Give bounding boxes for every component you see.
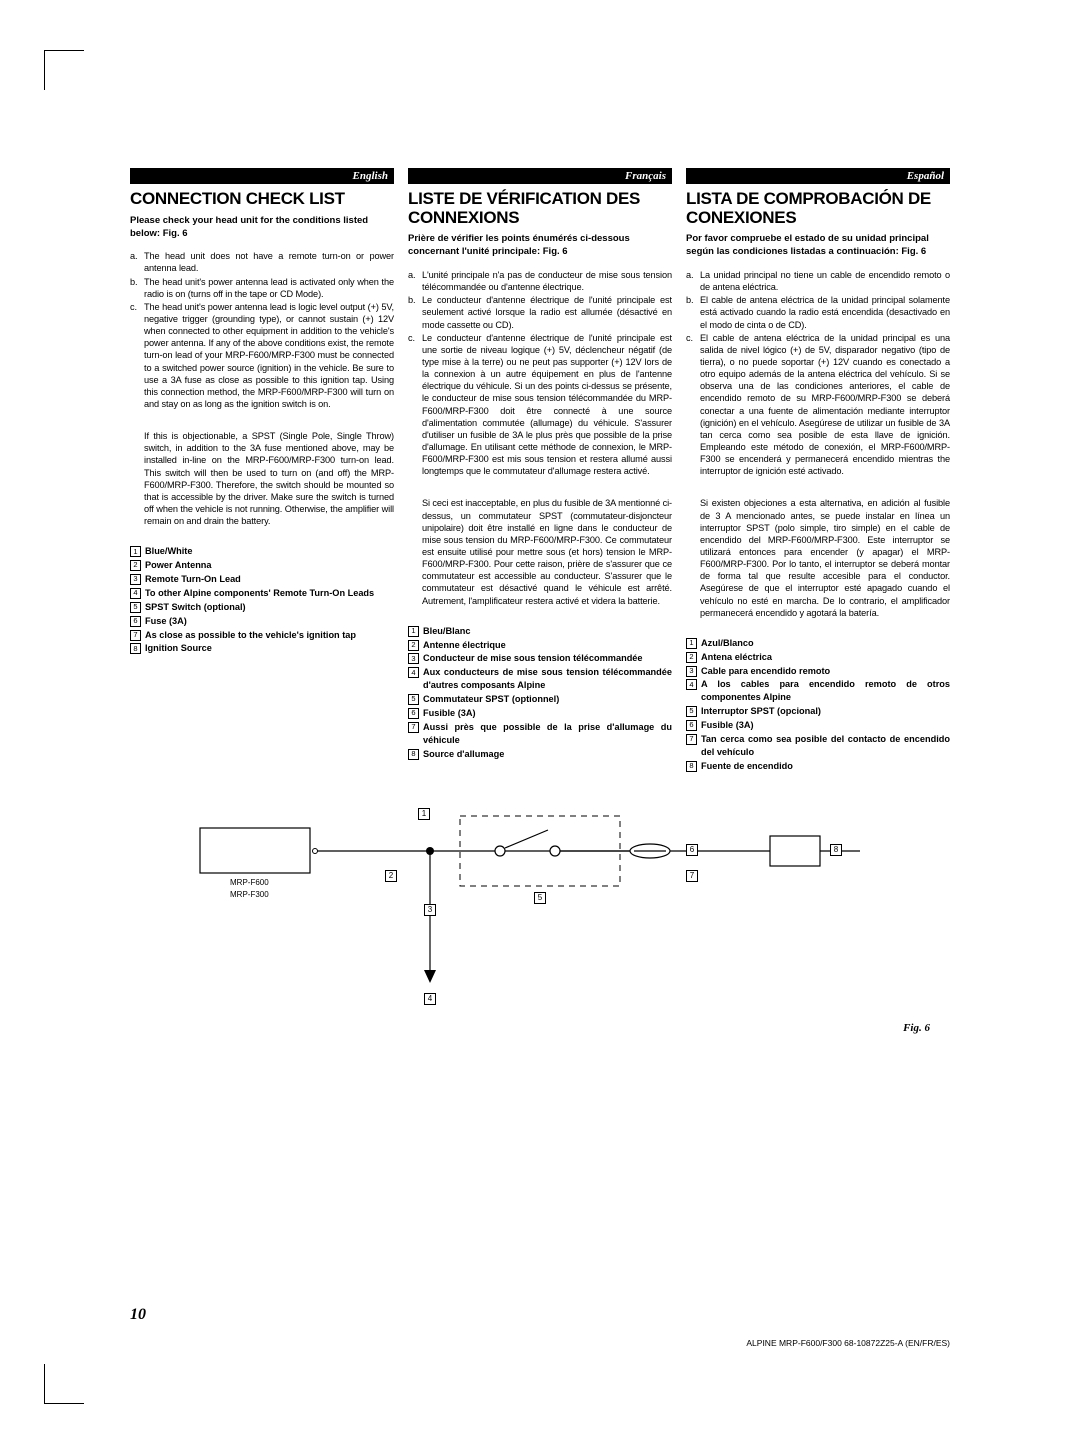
en-item-a: The head unit does not have a remote tur… bbox=[144, 250, 394, 274]
subtitle-fr: Prière de vérifier les points énumérés c… bbox=[408, 233, 672, 259]
fr-leg-4: Aux conducteurs de mise sous tension tél… bbox=[423, 666, 672, 692]
footer-text: ALPINE MRP-F600/F300 68-10872Z25-A (EN/F… bbox=[746, 1338, 950, 1348]
es-leg-1: Azul/Blanco bbox=[701, 637, 950, 650]
para-en: If this is objectionable, a SPST (Single… bbox=[144, 430, 394, 527]
fr-leg-6: Fusible (3A) bbox=[423, 707, 672, 720]
es-item-a: La unidad principal no tiene un cable de… bbox=[700, 269, 950, 293]
fr-leg-2: Antenne électrique bbox=[423, 639, 672, 652]
title-en: CONNECTION CHECK LIST bbox=[130, 190, 394, 209]
column-english: English CONNECTION CHECK LIST Please che… bbox=[130, 168, 394, 774]
en-item-b: The head unit's power antenna lead is ac… bbox=[144, 276, 394, 300]
en-leg-6: Fuse (3A) bbox=[145, 615, 394, 628]
crop-mark-tl bbox=[44, 50, 84, 90]
page-content: English CONNECTION CHECK LIST Please che… bbox=[130, 168, 950, 1038]
lang-bar-es: Español bbox=[686, 168, 950, 184]
es-leg-5: Interruptor SPST (opcional) bbox=[701, 705, 950, 718]
fr-leg-7: Aussi près que possible de la prise d'al… bbox=[423, 721, 672, 747]
wiring-diagram: 1 2 3 4 5 6 7 8 MRP-F600 MRP-F300 Fig. 6 bbox=[130, 798, 950, 1038]
callout-8: 8 bbox=[830, 844, 842, 856]
es-leg-7: Tan cerca como sea posible del contacto … bbox=[701, 733, 950, 759]
column-spanish: Español LISTA DE COMPROBACIÓN DE CONEXIO… bbox=[686, 168, 950, 774]
figure-caption: Fig. 6 bbox=[903, 1022, 930, 1034]
callout-5: 5 bbox=[534, 892, 546, 904]
title-es: LISTA DE COMPROBACIÓN DE CONEXIONES bbox=[686, 190, 950, 227]
subtitle-es: Por favor compruebe el estado de su unid… bbox=[686, 233, 950, 259]
callout-7: 7 bbox=[686, 870, 698, 882]
es-leg-3: Cable para encendido remoto bbox=[701, 665, 950, 678]
legend-en: 1Blue/White 2Power Antenna 3Remote Turn-… bbox=[130, 545, 394, 655]
es-leg-8: Fuente de encendido bbox=[701, 760, 950, 773]
lang-bar-fr: Français bbox=[408, 168, 672, 184]
es-item-b: El cable de antena eléctrica de la unida… bbox=[700, 294, 950, 330]
en-leg-5: SPST Switch (optional) bbox=[145, 601, 394, 614]
fr-leg-8: Source d'allumage bbox=[423, 748, 672, 761]
fr-leg-5: Commutateur SPST (optionnel) bbox=[423, 693, 672, 706]
callout-4: 4 bbox=[424, 993, 436, 1005]
legend-fr: 1Bleu/Blanc 2Antenne électrique 3Conduct… bbox=[408, 625, 672, 761]
en-leg-7: As close as possible to the vehicle's ig… bbox=[145, 629, 394, 642]
para-fr: Si ceci est inacceptable, en plus du fus… bbox=[422, 497, 672, 606]
fr-item-a: L'unité principale n'a pas de conducteur… bbox=[422, 269, 672, 293]
callout-1: 1 bbox=[418, 808, 430, 820]
diagram-svg bbox=[130, 798, 950, 1038]
es-leg-4: A los cables para encendido remoto de ot… bbox=[701, 678, 950, 704]
en-leg-8: Ignition Source bbox=[145, 642, 394, 655]
es-leg-6: Fusible (3A) bbox=[701, 719, 950, 732]
en-leg-2: Power Antenna bbox=[145, 559, 394, 572]
columns: English CONNECTION CHECK LIST Please che… bbox=[130, 168, 950, 774]
list-en: a.The head unit does not have a remote t… bbox=[130, 250, 394, 410]
en-leg-4: To other Alpine components' Remote Turn-… bbox=[145, 587, 394, 600]
device-label-2: MRP-F300 bbox=[230, 890, 269, 899]
en-leg-3: Remote Turn-On Lead bbox=[145, 573, 394, 586]
en-leg-1: Blue/White bbox=[145, 545, 394, 558]
callout-2: 2 bbox=[385, 870, 397, 882]
column-french: Français LISTE DE VÉRIFICATION DES CONNE… bbox=[408, 168, 672, 774]
device-label-1: MRP-F600 bbox=[230, 878, 269, 887]
es-leg-2: Antena eléctrica bbox=[701, 651, 950, 664]
fr-leg-3: Conducteur de mise sous tension télécomm… bbox=[423, 652, 672, 665]
lang-bar-en: English bbox=[130, 168, 394, 184]
title-fr: LISTE DE VÉRIFICATION DES CONNEXIONS bbox=[408, 190, 672, 227]
callout-6: 6 bbox=[686, 844, 698, 856]
callout-3: 3 bbox=[424, 904, 436, 916]
fr-leg-1: Bleu/Blanc bbox=[423, 625, 672, 638]
list-es: a.La unidad principal no tiene un cable … bbox=[686, 269, 950, 477]
crop-mark-bl bbox=[44, 1364, 84, 1404]
fr-item-b: Le conducteur d'antenne électrique de l'… bbox=[422, 294, 672, 330]
fr-item-c: Le conducteur d'antenne électrique de l'… bbox=[422, 332, 672, 478]
en-item-c: The head unit's power antenna lead is lo… bbox=[144, 301, 394, 410]
legend-es: 1Azul/Blanco 2Antena eléctrica 3Cable pa… bbox=[686, 637, 950, 773]
para-es: Si existen objeciones a esta alternativa… bbox=[700, 497, 950, 618]
list-fr: a.L'unité principale n'a pas de conducte… bbox=[408, 269, 672, 477]
page-number: 10 bbox=[130, 1306, 146, 1324]
es-item-c: El cable de antena eléctrica de la unida… bbox=[700, 332, 950, 478]
subtitle-en: Please check your head unit for the cond… bbox=[130, 215, 394, 241]
